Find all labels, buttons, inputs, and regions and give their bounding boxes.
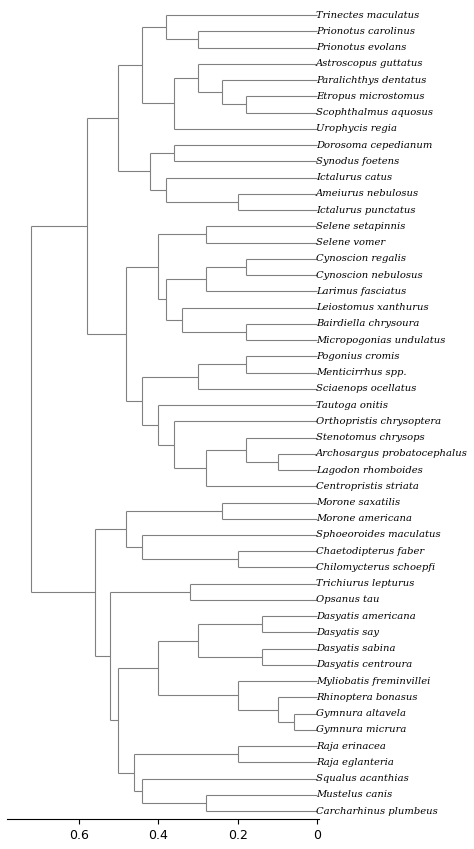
Text: Rhinoptera bonasus: Rhinoptera bonasus [316,693,417,702]
Text: Raja erinacea: Raja erinacea [316,742,386,751]
Text: Cynoscion nebulosus: Cynoscion nebulosus [316,271,422,279]
Text: Ameiurus nebulosus: Ameiurus nebulosus [316,189,419,199]
Text: Tautoga onitis: Tautoga onitis [316,401,388,409]
Text: Selene vomer: Selene vomer [316,238,385,247]
Text: Dasyatis say: Dasyatis say [316,628,379,637]
Text: Paralichthys dentatus: Paralichthys dentatus [316,76,426,85]
Text: Pogonius cromis: Pogonius cromis [316,351,399,361]
Text: Micropogonias undulatus: Micropogonias undulatus [316,335,445,345]
Text: Squalus acanthias: Squalus acanthias [316,774,409,784]
Text: Larimus fasciatus: Larimus fasciatus [316,287,406,295]
Text: Stenotomus chrysops: Stenotomus chrysops [316,433,424,442]
Text: Bairdiella chrysoura: Bairdiella chrysoura [316,319,419,329]
Text: Synodus foetens: Synodus foetens [316,157,399,166]
Text: Gymnura micrura: Gymnura micrura [316,726,406,734]
Text: Dasyatis sabina: Dasyatis sabina [316,644,395,653]
Text: Ictalurus catus: Ictalurus catus [316,173,392,182]
Text: Dorosoma cepedianum: Dorosoma cepedianum [316,141,432,149]
Text: Morone americana: Morone americana [316,514,412,523]
Text: Scophthalmus aquosus: Scophthalmus aquosus [316,108,433,117]
Text: Opsanus tau: Opsanus tau [316,595,379,604]
Text: Trichiurus lepturus: Trichiurus lepturus [316,579,414,588]
Text: Astroscopus guttatus: Astroscopus guttatus [316,59,423,68]
Text: Gymnura altavela: Gymnura altavela [316,709,406,718]
Text: Mustelus canis: Mustelus canis [316,790,392,800]
Text: Sphoeoroides maculatus: Sphoeoroides maculatus [316,531,440,539]
Text: Cynoscion regalis: Cynoscion regalis [316,255,406,263]
Text: Ictalurus punctatus: Ictalurus punctatus [316,205,415,215]
Text: Menticirrhus spp.: Menticirrhus spp. [316,368,406,377]
Text: Dasyatis centroura: Dasyatis centroura [316,661,412,670]
Text: Etropus microstomus: Etropus microstomus [316,92,424,101]
Text: Trinectes maculatus: Trinectes maculatus [316,10,419,20]
Text: Prionotus carolinus: Prionotus carolinus [316,27,415,36]
Text: Lagodon rhomboides: Lagodon rhomboides [316,465,422,475]
Text: Prionotus evolans: Prionotus evolans [316,43,406,52]
Text: Morone saxatilis: Morone saxatilis [316,498,400,507]
Text: Dasyatis americana: Dasyatis americana [316,612,416,621]
Text: Leiostomus xanthurus: Leiostomus xanthurus [316,303,428,312]
Text: Archosargus probatocephalus: Archosargus probatocephalus [316,449,468,458]
Text: Sciaenops ocellatus: Sciaenops ocellatus [316,385,416,393]
Text: Orthopristis chrysoptera: Orthopristis chrysoptera [316,417,441,425]
Text: Raja eglanteria: Raja eglanteria [316,758,394,767]
Text: Centropristis striata: Centropristis striata [316,481,419,491]
Text: Selene setapinnis: Selene setapinnis [316,222,405,231]
Text: Chaetodipterus faber: Chaetodipterus faber [316,547,424,556]
Text: Chilomycterus schoepfi: Chilomycterus schoepfi [316,563,435,572]
Text: Carcharhinus plumbeus: Carcharhinus plumbeus [316,807,438,816]
Text: Urophycis regia: Urophycis regia [316,124,397,133]
Text: Myliobatis freminvillei: Myliobatis freminvillei [316,677,430,686]
